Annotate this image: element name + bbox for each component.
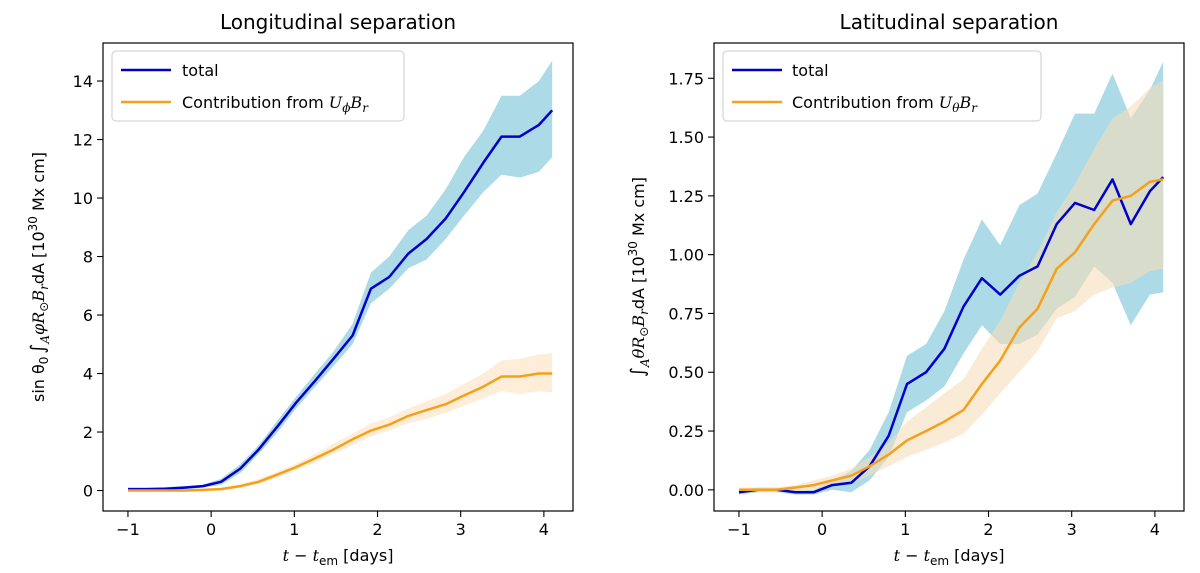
uncertainty-band-contribution	[128, 353, 553, 492]
series-line-contribution	[739, 178, 1164, 492]
x-tick-label: 3	[456, 520, 466, 539]
y-tick-label: 0	[83, 482, 93, 501]
y-tick-label: 0.25	[668, 422, 704, 441]
x-tick-label: 4	[539, 520, 549, 539]
x-tick-label: 3	[1067, 520, 1077, 539]
y-tick-label: 1.50	[668, 128, 704, 147]
line-layer	[128, 109, 554, 492]
x-tick-label: 2	[983, 520, 993, 539]
y-ticks: 0.00 0.25 0.50 0.75 1.00 1.25 1.50 1.75	[668, 69, 714, 500]
y-tick-label: 1.25	[668, 187, 704, 206]
y-ticks: 0 2 4 6 8 10 12 14	[73, 72, 103, 501]
legend-label-contribution: Contribution from UϕBr	[182, 93, 369, 115]
y-tick-label: 12	[73, 131, 93, 150]
y-tick-label: 0.75	[668, 304, 704, 323]
x-ticks: −1 0 1 2 3 4	[116, 511, 549, 539]
series-line-total	[738, 176, 1165, 494]
y-axis-label: sin θ0∫AφR⊙BrdA [1030 Mx cm]	[26, 152, 52, 402]
line-layer	[738, 176, 1165, 494]
x-tick-label: 1	[289, 520, 299, 539]
plot-frame	[102, 42, 574, 512]
x-axis-label: t − tem [days]	[283, 546, 394, 568]
series-line-total	[128, 109, 554, 491]
y-tick-label: 8	[83, 248, 93, 267]
x-axis-label: t − tem [days]	[894, 546, 1005, 568]
x-tick-label: 2	[372, 520, 382, 539]
series-line-contribution	[128, 372, 553, 492]
y-tick-label: 10	[73, 189, 93, 208]
longitudinal-panel: Longitudinal separation −1 0 1 2 3 4 02468101…	[26, 10, 574, 568]
chart-title: Longitudinal separation	[220, 10, 456, 34]
legend: total Contribution from UϕBr	[111, 50, 405, 122]
y-tick-label: 1.00	[668, 246, 704, 265]
y-tick-label: 1.75	[668, 69, 704, 88]
y-tick-label: 0.00	[668, 481, 704, 500]
legend-label-total: total	[182, 61, 219, 80]
y-tick-label: 6	[83, 306, 93, 325]
x-tick-label: 0	[817, 520, 827, 539]
y-tick-label: 2	[83, 423, 93, 442]
chart-title: Latitudinal separation	[840, 10, 1059, 34]
uncertainty-band-total	[739, 61, 1164, 495]
x-tick-label: 0	[206, 520, 216, 539]
y-tick-label: 0.50	[668, 363, 704, 382]
band-layer	[739, 61, 1164, 495]
y-axis-label: ∫AθR⊙BrdA [1030 Mx cm]	[626, 177, 652, 377]
x-tick-label: −1	[116, 520, 140, 539]
band-layer	[128, 60, 553, 492]
latitudinal-panel: Latitudinal separation −1 0 1 2 3 4 0.000.250…	[626, 10, 1185, 568]
uncertainty-band-total	[128, 60, 553, 491]
plot-frame	[713, 42, 1185, 512]
legend-box	[111, 50, 405, 122]
y-tick-label: 14	[73, 72, 93, 91]
x-tick-label: −1	[727, 520, 751, 539]
x-tick-label: 4	[1150, 520, 1160, 539]
legend-box	[722, 50, 1042, 122]
uncertainty-band-contribution	[739, 80, 1164, 493]
legend-label-contribution: Contribution from UθBr	[792, 93, 978, 115]
legend: total Contribution from UθBr	[722, 50, 1042, 122]
x-ticks: −1 0 1 2 3 4	[727, 511, 1160, 539]
y-tick-label: 4	[83, 365, 93, 384]
x-tick-label: 1	[900, 520, 910, 539]
legend-label-total: total	[792, 61, 829, 80]
